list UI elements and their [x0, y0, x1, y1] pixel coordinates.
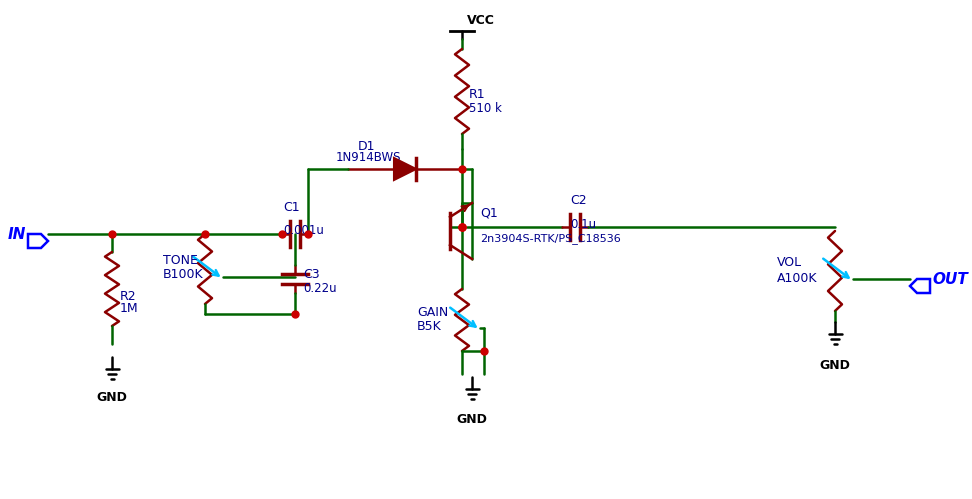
Text: C3: C3: [303, 268, 320, 281]
Text: D1: D1: [358, 140, 375, 153]
Text: 2n3904S-RTK/PS_C18536: 2n3904S-RTK/PS_C18536: [480, 233, 621, 244]
Text: VCC: VCC: [467, 14, 495, 27]
Text: 510 k: 510 k: [469, 101, 502, 114]
Text: GND: GND: [96, 391, 127, 404]
Text: IN: IN: [8, 227, 26, 242]
Text: C1: C1: [283, 201, 299, 214]
Text: 0.22u: 0.22u: [303, 282, 336, 295]
Text: GND: GND: [457, 413, 487, 426]
Text: Q1: Q1: [480, 206, 498, 219]
Text: OUT: OUT: [932, 271, 968, 286]
Text: GND: GND: [819, 359, 850, 372]
Text: TONE: TONE: [163, 254, 198, 267]
Text: 0.001u: 0.001u: [283, 224, 324, 237]
Text: R1: R1: [469, 87, 486, 100]
Text: GAIN: GAIN: [417, 305, 448, 318]
Text: R2: R2: [120, 289, 137, 302]
Text: 0.1u: 0.1u: [570, 218, 596, 231]
Text: 1N914BWS: 1N914BWS: [336, 151, 401, 164]
Text: B100K: B100K: [163, 268, 203, 281]
Text: A100K: A100K: [777, 271, 817, 284]
Text: C2: C2: [570, 194, 587, 207]
Polygon shape: [394, 158, 416, 180]
Text: B5K: B5K: [417, 320, 441, 333]
Text: 1M: 1M: [120, 301, 139, 314]
Text: VOL: VOL: [777, 256, 802, 269]
